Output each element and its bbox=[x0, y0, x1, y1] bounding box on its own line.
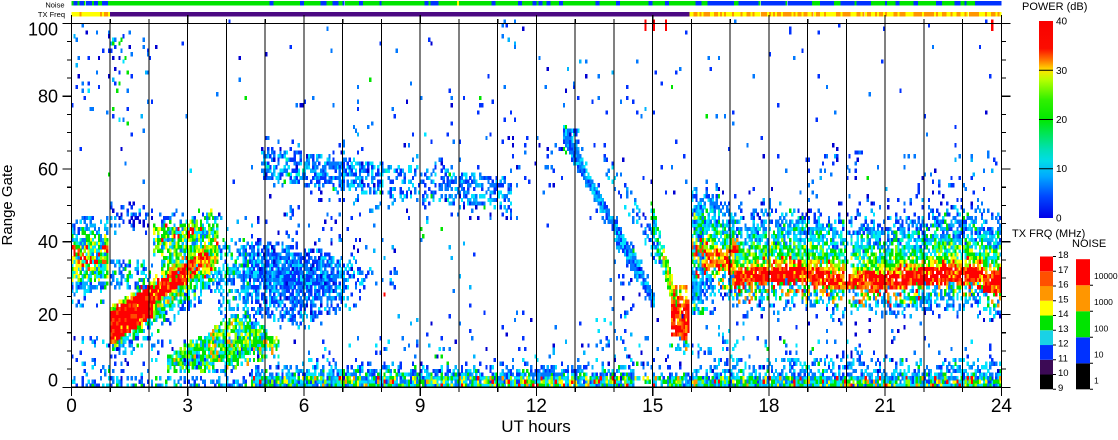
svg-text:13: 13 bbox=[1058, 324, 1069, 335]
svg-text:10: 10 bbox=[1094, 349, 1104, 359]
svg-text:15: 15 bbox=[642, 396, 663, 417]
svg-text:30: 30 bbox=[1056, 66, 1068, 77]
svg-text:NOISE: NOISE bbox=[1072, 238, 1106, 250]
svg-text:100: 100 bbox=[28, 19, 58, 39]
svg-text:40: 40 bbox=[38, 232, 58, 252]
svg-text:60: 60 bbox=[38, 160, 58, 180]
svg-text:80: 80 bbox=[38, 87, 58, 107]
svg-text:20: 20 bbox=[38, 305, 58, 325]
svg-text:6: 6 bbox=[299, 396, 310, 417]
svg-text:POWER (dB): POWER (dB) bbox=[1022, 1, 1087, 13]
svg-text:40: 40 bbox=[1056, 17, 1068, 28]
svg-text:0: 0 bbox=[48, 370, 58, 390]
svg-text:11: 11 bbox=[1058, 353, 1068, 364]
svg-text:10000: 10000 bbox=[1094, 271, 1118, 281]
svg-text:1000: 1000 bbox=[1094, 297, 1113, 307]
svg-text:18: 18 bbox=[758, 396, 779, 417]
svg-text:20: 20 bbox=[1056, 115, 1068, 126]
svg-text:TX FRQ (MHz): TX FRQ (MHz) bbox=[1012, 228, 1085, 240]
svg-text:100: 100 bbox=[1094, 323, 1108, 333]
svg-text:0: 0 bbox=[66, 396, 77, 417]
svg-text:3: 3 bbox=[182, 396, 193, 417]
svg-text:21: 21 bbox=[875, 396, 896, 417]
svg-text:Noise: Noise bbox=[45, 1, 64, 10]
svg-text:0: 0 bbox=[1056, 214, 1062, 225]
svg-text:16: 16 bbox=[1058, 280, 1069, 291]
svg-text:1: 1 bbox=[1094, 375, 1099, 385]
svg-text:18: 18 bbox=[1058, 250, 1069, 261]
svg-text:15: 15 bbox=[1058, 294, 1069, 305]
svg-text:17: 17 bbox=[1058, 265, 1069, 276]
svg-text:9: 9 bbox=[1058, 383, 1063, 394]
svg-text:10: 10 bbox=[1056, 164, 1068, 175]
svg-text:9: 9 bbox=[415, 396, 426, 417]
svg-text:12: 12 bbox=[526, 396, 547, 417]
svg-text:24: 24 bbox=[991, 396, 1013, 417]
svg-text:14: 14 bbox=[1058, 309, 1069, 320]
svg-text:12: 12 bbox=[1058, 339, 1069, 350]
svg-text:Range Gate: Range Gate bbox=[0, 165, 16, 246]
svg-text:10: 10 bbox=[1058, 368, 1069, 379]
svg-text:TX Freq: TX Freq bbox=[38, 10, 65, 19]
svg-text:UT hours: UT hours bbox=[501, 417, 571, 435]
